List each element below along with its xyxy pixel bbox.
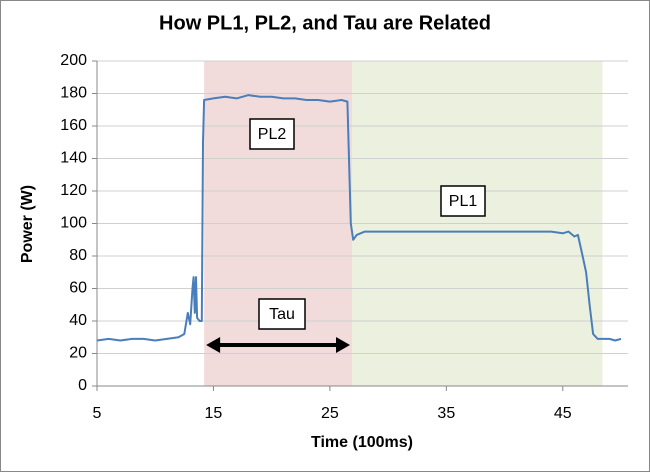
y-tick-label: 160	[60, 117, 87, 134]
x-tick-label: 15	[205, 405, 223, 422]
y-tick-label: 40	[69, 312, 87, 329]
annotation-box	[258, 298, 306, 330]
x-axis-title: Time (100ms)	[311, 434, 413, 451]
y-axis-title: Power (W)	[19, 185, 36, 263]
annotation-box	[440, 185, 486, 217]
annotation-box	[249, 118, 295, 150]
y-tick-label: 20	[69, 345, 87, 362]
y-tick-label: 200	[60, 52, 87, 69]
x-tick-label: 45	[554, 405, 572, 422]
y-tick-label: 60	[69, 280, 87, 297]
annotation-label: PL2	[258, 126, 287, 143]
x-tick-label: 25	[321, 405, 339, 422]
x-tick-label: 35	[437, 405, 455, 422]
y-tick-label: 80	[69, 247, 87, 264]
y-tick-label: 0	[78, 377, 87, 394]
chart-title: How PL1, PL2, and Tau are Related	[159, 12, 491, 34]
annotation-label: Tau	[269, 306, 295, 323]
y-tick-label: 140	[60, 150, 87, 167]
arrow-head	[206, 337, 221, 353]
y-tick-label: 120	[60, 182, 87, 199]
annotation-label: PL1	[449, 193, 478, 210]
y-tick-label: 100	[60, 215, 87, 232]
arrow-head	[336, 337, 351, 353]
x-tick-label: 5	[93, 405, 102, 422]
power-line	[96, 94, 622, 342]
y-tick-label: 180	[60, 85, 87, 102]
